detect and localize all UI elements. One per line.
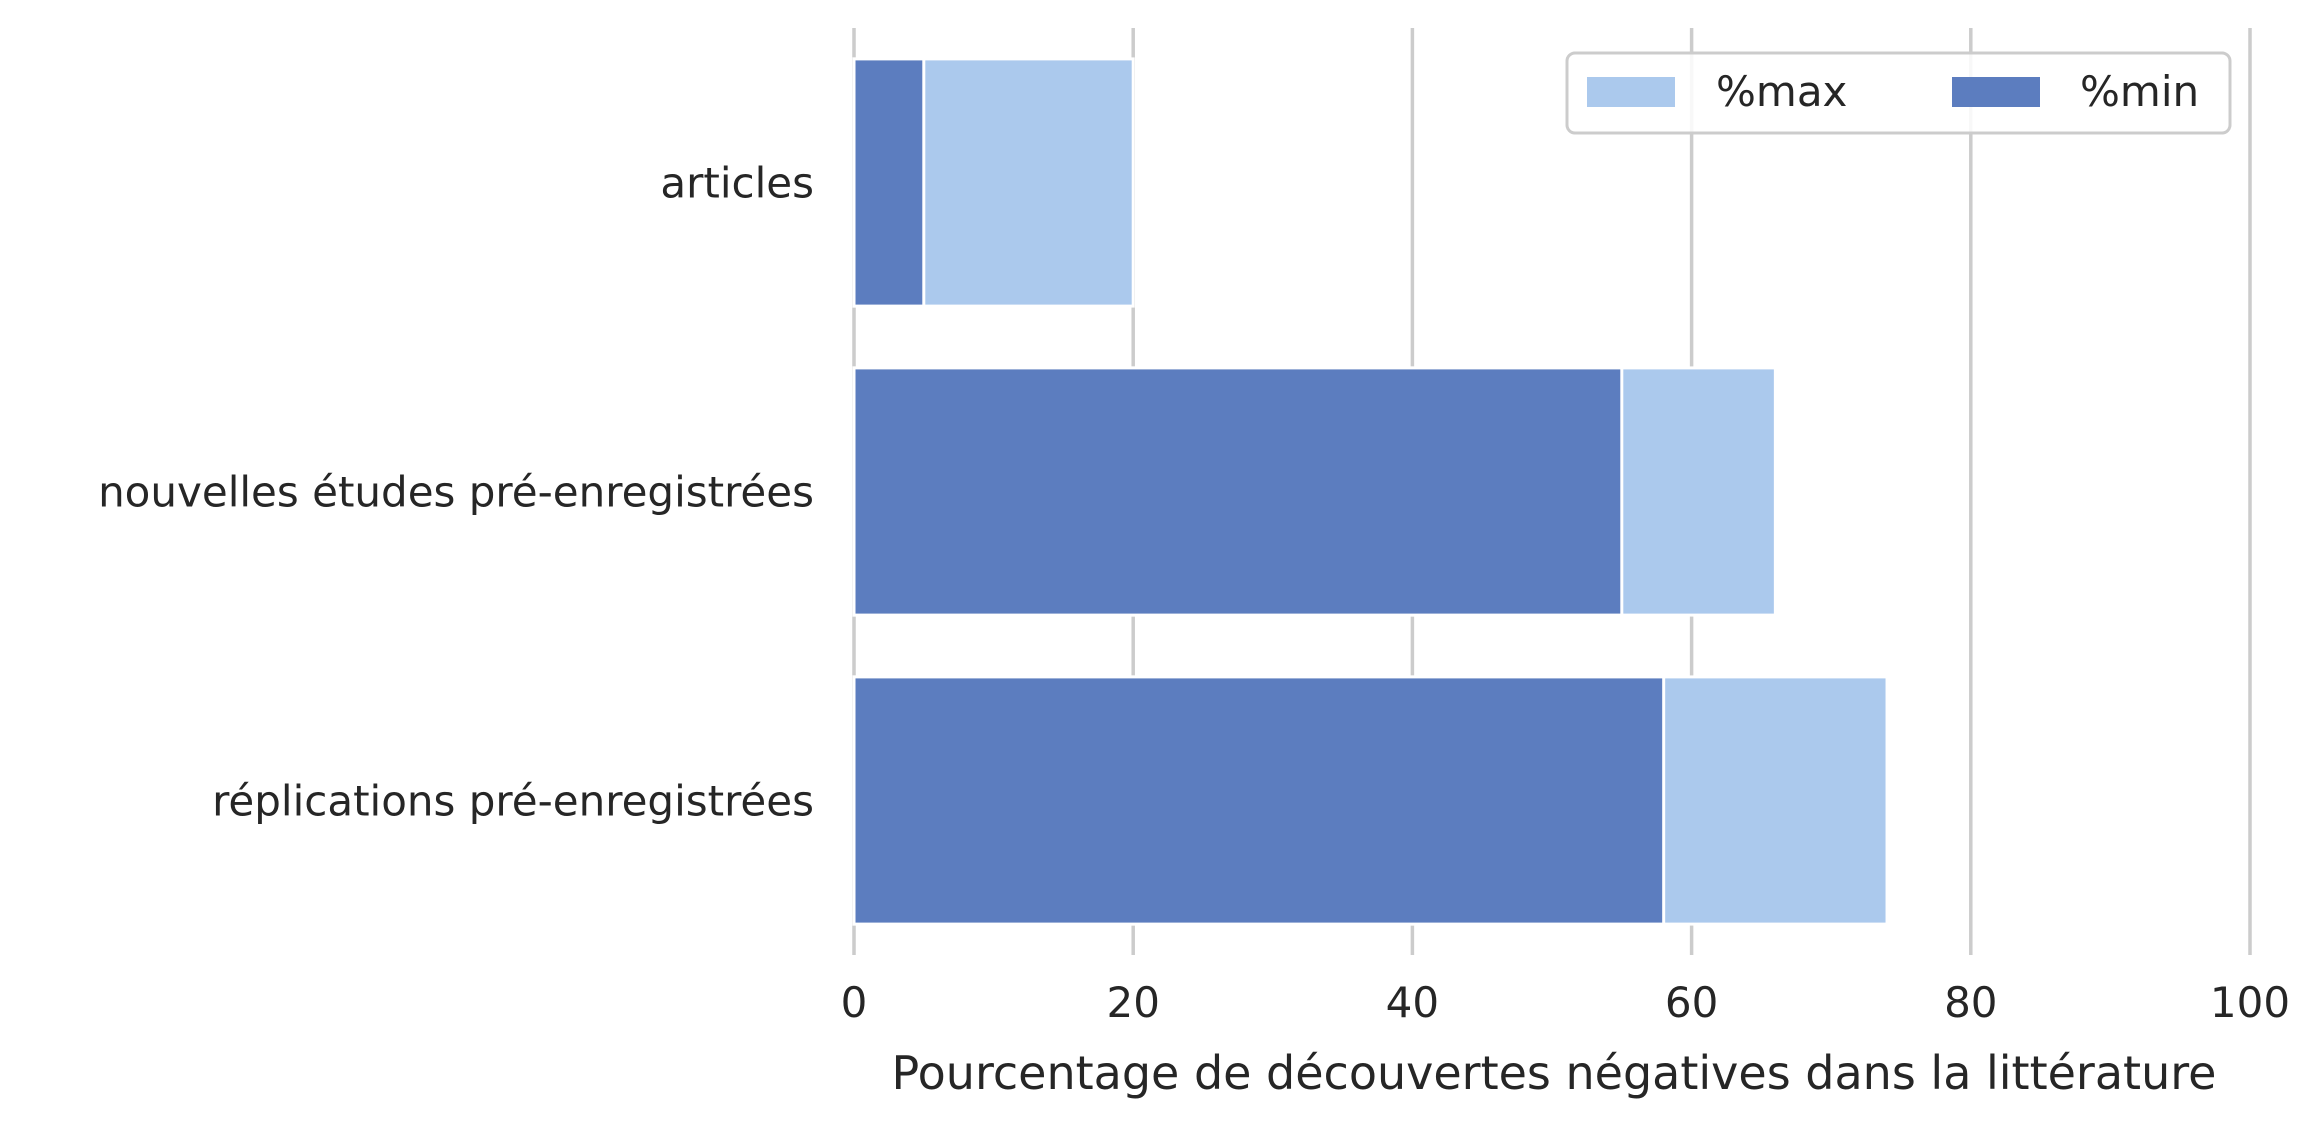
bar-min-0 <box>852 57 926 308</box>
x-axis-label: Pourcentage de découvertes négatives dan… <box>892 1046 2217 1100</box>
category-label: articles <box>660 159 814 208</box>
x-tick-label: 40 <box>1386 978 1439 1027</box>
legend-frame <box>1565 51 2232 135</box>
x-tick-label: 100 <box>2210 978 2290 1027</box>
x-tick-label: 60 <box>1665 978 1718 1027</box>
legend-swatch-max <box>1587 77 1675 107</box>
x-tick-labels: 0 20 40 60 80 100 <box>841 978 2290 1027</box>
legend: %max %min <box>1565 51 2232 135</box>
x-tick-label: 0 <box>841 978 868 1027</box>
category-label: nouvelles études pré-enregistrées <box>98 468 814 517</box>
category-labels: articles nouvelles études pré-enregistrée… <box>98 159 814 826</box>
legend-swatch-min <box>1952 77 2040 107</box>
legend-label-min: %min <box>2080 67 2199 116</box>
bar-min-1 <box>852 366 1624 617</box>
bar-min-2 <box>852 675 1666 926</box>
legend-label-max: %max <box>1716 67 1847 116</box>
x-tick-label: 80 <box>1944 978 1997 1027</box>
category-label: réplications pré-enregistrées <box>212 777 814 826</box>
bars <box>852 57 1889 926</box>
x-tick-label: 20 <box>1106 978 1159 1027</box>
